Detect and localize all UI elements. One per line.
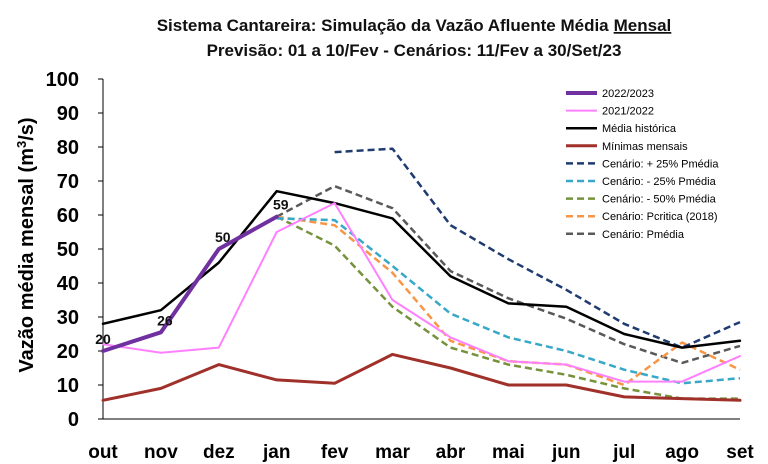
legend-label: Cenário: - 25% Pmédia — [602, 176, 717, 188]
x-tick-label: jun — [551, 442, 581, 463]
chart-title-main: Sistema Cantareira: Simulação da Vazão A… — [157, 16, 609, 35]
chart-title-emphasis: Mensal — [614, 16, 672, 35]
x-tick-label: set — [726, 442, 754, 463]
x-tick-label: abr — [436, 442, 466, 463]
x-tick-label: jul — [612, 442, 635, 463]
y-tick-label: 50 — [57, 239, 79, 261]
legend-item: Cenário: - 50% Pmédia — [566, 194, 717, 206]
x-tick-label: jan — [262, 442, 290, 463]
y-axis-label: Vazão média mensal (m3/s) — [14, 117, 38, 372]
legend-label: Cenário: Pcritica (2018) — [602, 211, 718, 223]
series-line-cenario-25-pmedia — [276, 217, 741, 385]
data-label: 26 — [157, 312, 173, 328]
x-tick-label: dez — [203, 442, 235, 463]
legend-label: 2022/2023 — [602, 88, 654, 100]
y-axis-label-superscript: 3 — [14, 141, 29, 148]
legend-item: Cenário: - 25% Pmédia — [566, 176, 717, 188]
chart-title: Sistema Cantareira: Simulação da Vazão A… — [157, 16, 672, 35]
legend: 2022/2023 2021/2022 Média histórica Mínimas… — [566, 88, 719, 241]
legend-label: Cenário: Pmédia — [602, 229, 685, 241]
series-line-cenario-50-pmedia — [276, 215, 740, 400]
y-tick-label: 10 — [57, 375, 79, 397]
legend-item: Cenário: Pmédia — [566, 229, 685, 241]
chart-subtitle: Previsão: 01 a 10/Fev - Cenários: 11/Fev… — [207, 41, 622, 60]
x-tick-label: ago — [665, 442, 699, 463]
legend-item: 2021/2022 — [566, 106, 654, 118]
series-line-2022-2023 — [101, 214, 279, 353]
data-label: 20 — [95, 331, 111, 347]
legend-item: 2022/2023 — [566, 88, 654, 100]
legend-item: Cenário: Pcritica (2018) — [566, 211, 718, 223]
y-axis-label-main: Vazão média mensal (m — [16, 148, 38, 373]
series-line-minimas-mensais — [101, 352, 742, 402]
series-line-cenario-pcritica-2018 — [276, 215, 741, 387]
x-tick-label: out — [88, 442, 118, 463]
legend-label: Cenário: + 25% Pmédia — [602, 158, 719, 170]
series-line-media-historica — [101, 189, 742, 349]
y-tick-label: 80 — [57, 137, 79, 159]
y-tick-label: 60 — [57, 205, 79, 227]
legend-item: Cenário: + 25% Pmédia — [566, 158, 719, 170]
x-tick-label: mai — [492, 442, 525, 463]
plot-area: 0 10 20 30 40 50 60 70 80 90 100 out nov dez jan fev mar… — [46, 69, 755, 463]
legend-label: 2021/2022 — [602, 106, 654, 118]
y-tick-label: 20 — [57, 341, 79, 363]
x-tick-label: nov — [144, 442, 178, 463]
y-tick-label: 70 — [57, 171, 79, 193]
y-tick-label: 100 — [46, 69, 79, 91]
data-label: 50 — [215, 229, 231, 245]
series-line-cenario-25-pmedia — [334, 147, 741, 349]
legend-item: Mínimas mensais — [566, 141, 688, 153]
data-label: 59 — [273, 197, 289, 213]
legend-label: Mínimas mensais — [602, 141, 688, 153]
legend-label: Cenário: - 50% Pmédia — [602, 194, 717, 206]
y-axis-label-end: /s) — [16, 117, 38, 140]
y-tick-label: 90 — [57, 103, 79, 125]
y-tick-label: 30 — [57, 307, 79, 329]
legend-item: Média histórica — [566, 123, 677, 135]
x-tick-label: mar — [375, 442, 410, 463]
y-tick-label: 0 — [68, 409, 79, 431]
y-tick-label: 40 — [57, 273, 79, 295]
svg-text:Vazão média mensal (m3/s): Vazão média mensal (m3/s) — [14, 117, 38, 372]
x-tick-label: fev — [321, 442, 349, 463]
series-line-2021-2022 — [102, 202, 741, 383]
legend-label: Média histórica — [602, 123, 677, 135]
